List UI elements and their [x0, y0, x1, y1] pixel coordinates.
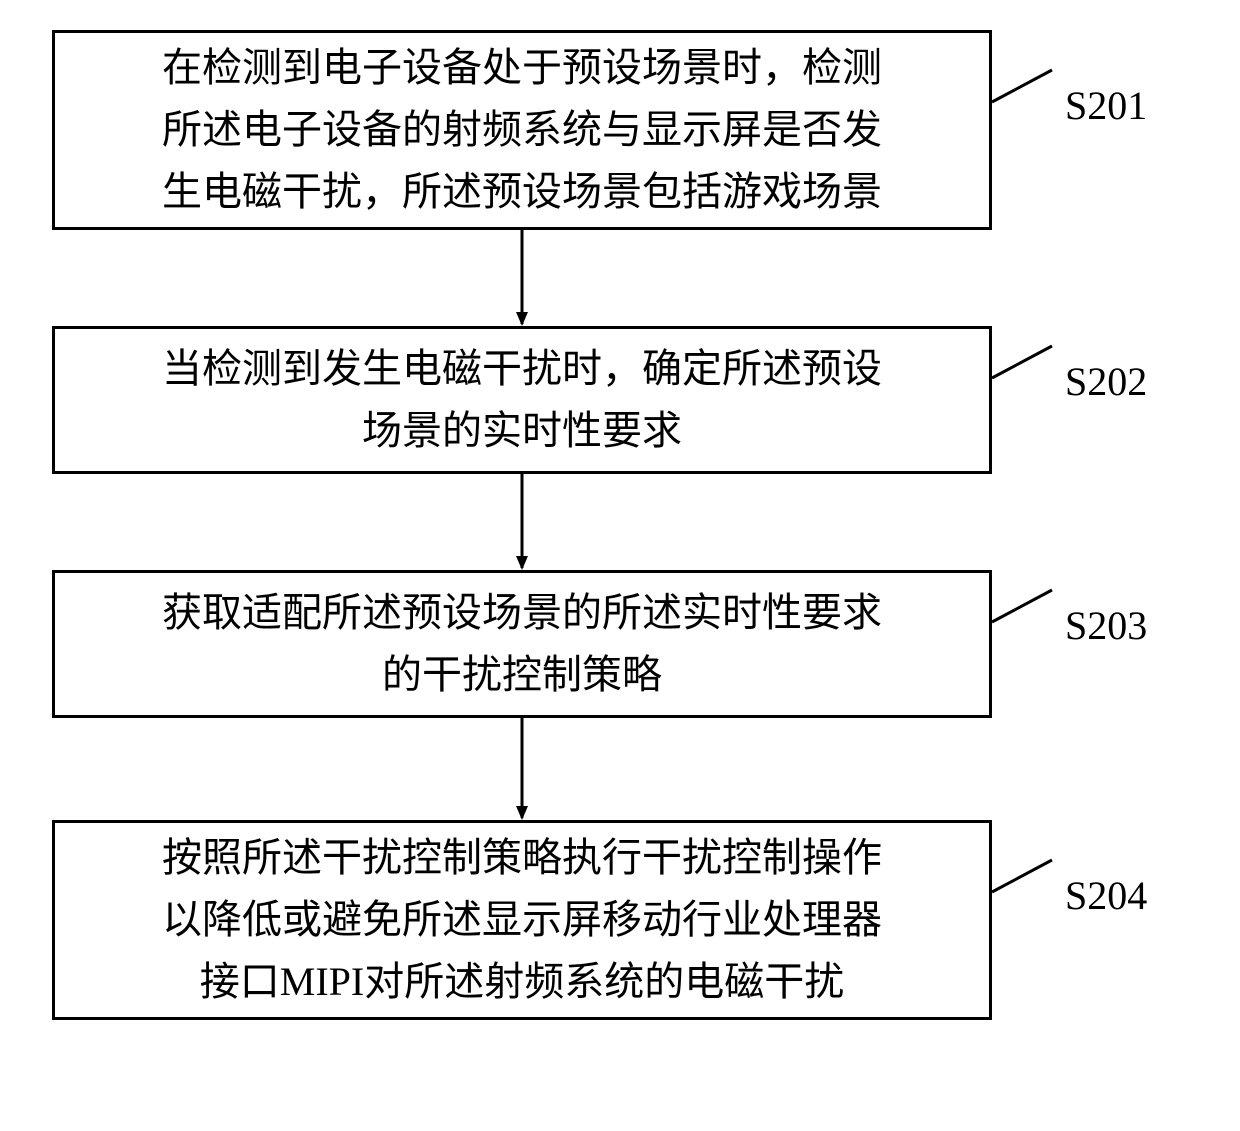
flowchart-node-s202: 当检测到发生电磁干扰时，确定所述预设 场景的实时性要求	[52, 326, 992, 474]
label-tick-s204	[992, 860, 1052, 892]
node-text: 获取适配所述预设场景的所述实时性要求 的干扰控制策略	[162, 582, 882, 706]
flowchart-canvas: 在检测到电子设备处于预设场景时，检测 所述电子设备的射频系统与显示屏是否发 生电…	[0, 0, 1240, 1131]
label-tick-s203	[992, 590, 1052, 622]
step-label-s204: S204	[1065, 872, 1147, 919]
flowchart-node-s203: 获取适配所述预设场景的所述实时性要求 的干扰控制策略	[52, 570, 992, 718]
node-text: 在检测到电子设备处于预设场景时，检测 所述电子设备的射频系统与显示屏是否发 生电…	[162, 37, 882, 223]
node-text: 按照所述干扰控制策略执行干扰控制操作 以降低或避免所述显示屏移动行业处理器 接口…	[162, 827, 882, 1013]
step-label-s201: S201	[1065, 82, 1147, 129]
flowchart-node-s201: 在检测到电子设备处于预设场景时，检测 所述电子设备的射频系统与显示屏是否发 生电…	[52, 30, 992, 230]
flowchart-node-s204: 按照所述干扰控制策略执行干扰控制操作 以降低或避免所述显示屏移动行业处理器 接口…	[52, 820, 992, 1020]
label-tick-s202	[992, 346, 1052, 378]
step-label-s203: S203	[1065, 602, 1147, 649]
label-tick-s201	[992, 70, 1052, 102]
node-text: 当检测到发生电磁干扰时，确定所述预设 场景的实时性要求	[162, 338, 882, 462]
step-label-s202: S202	[1065, 358, 1147, 405]
